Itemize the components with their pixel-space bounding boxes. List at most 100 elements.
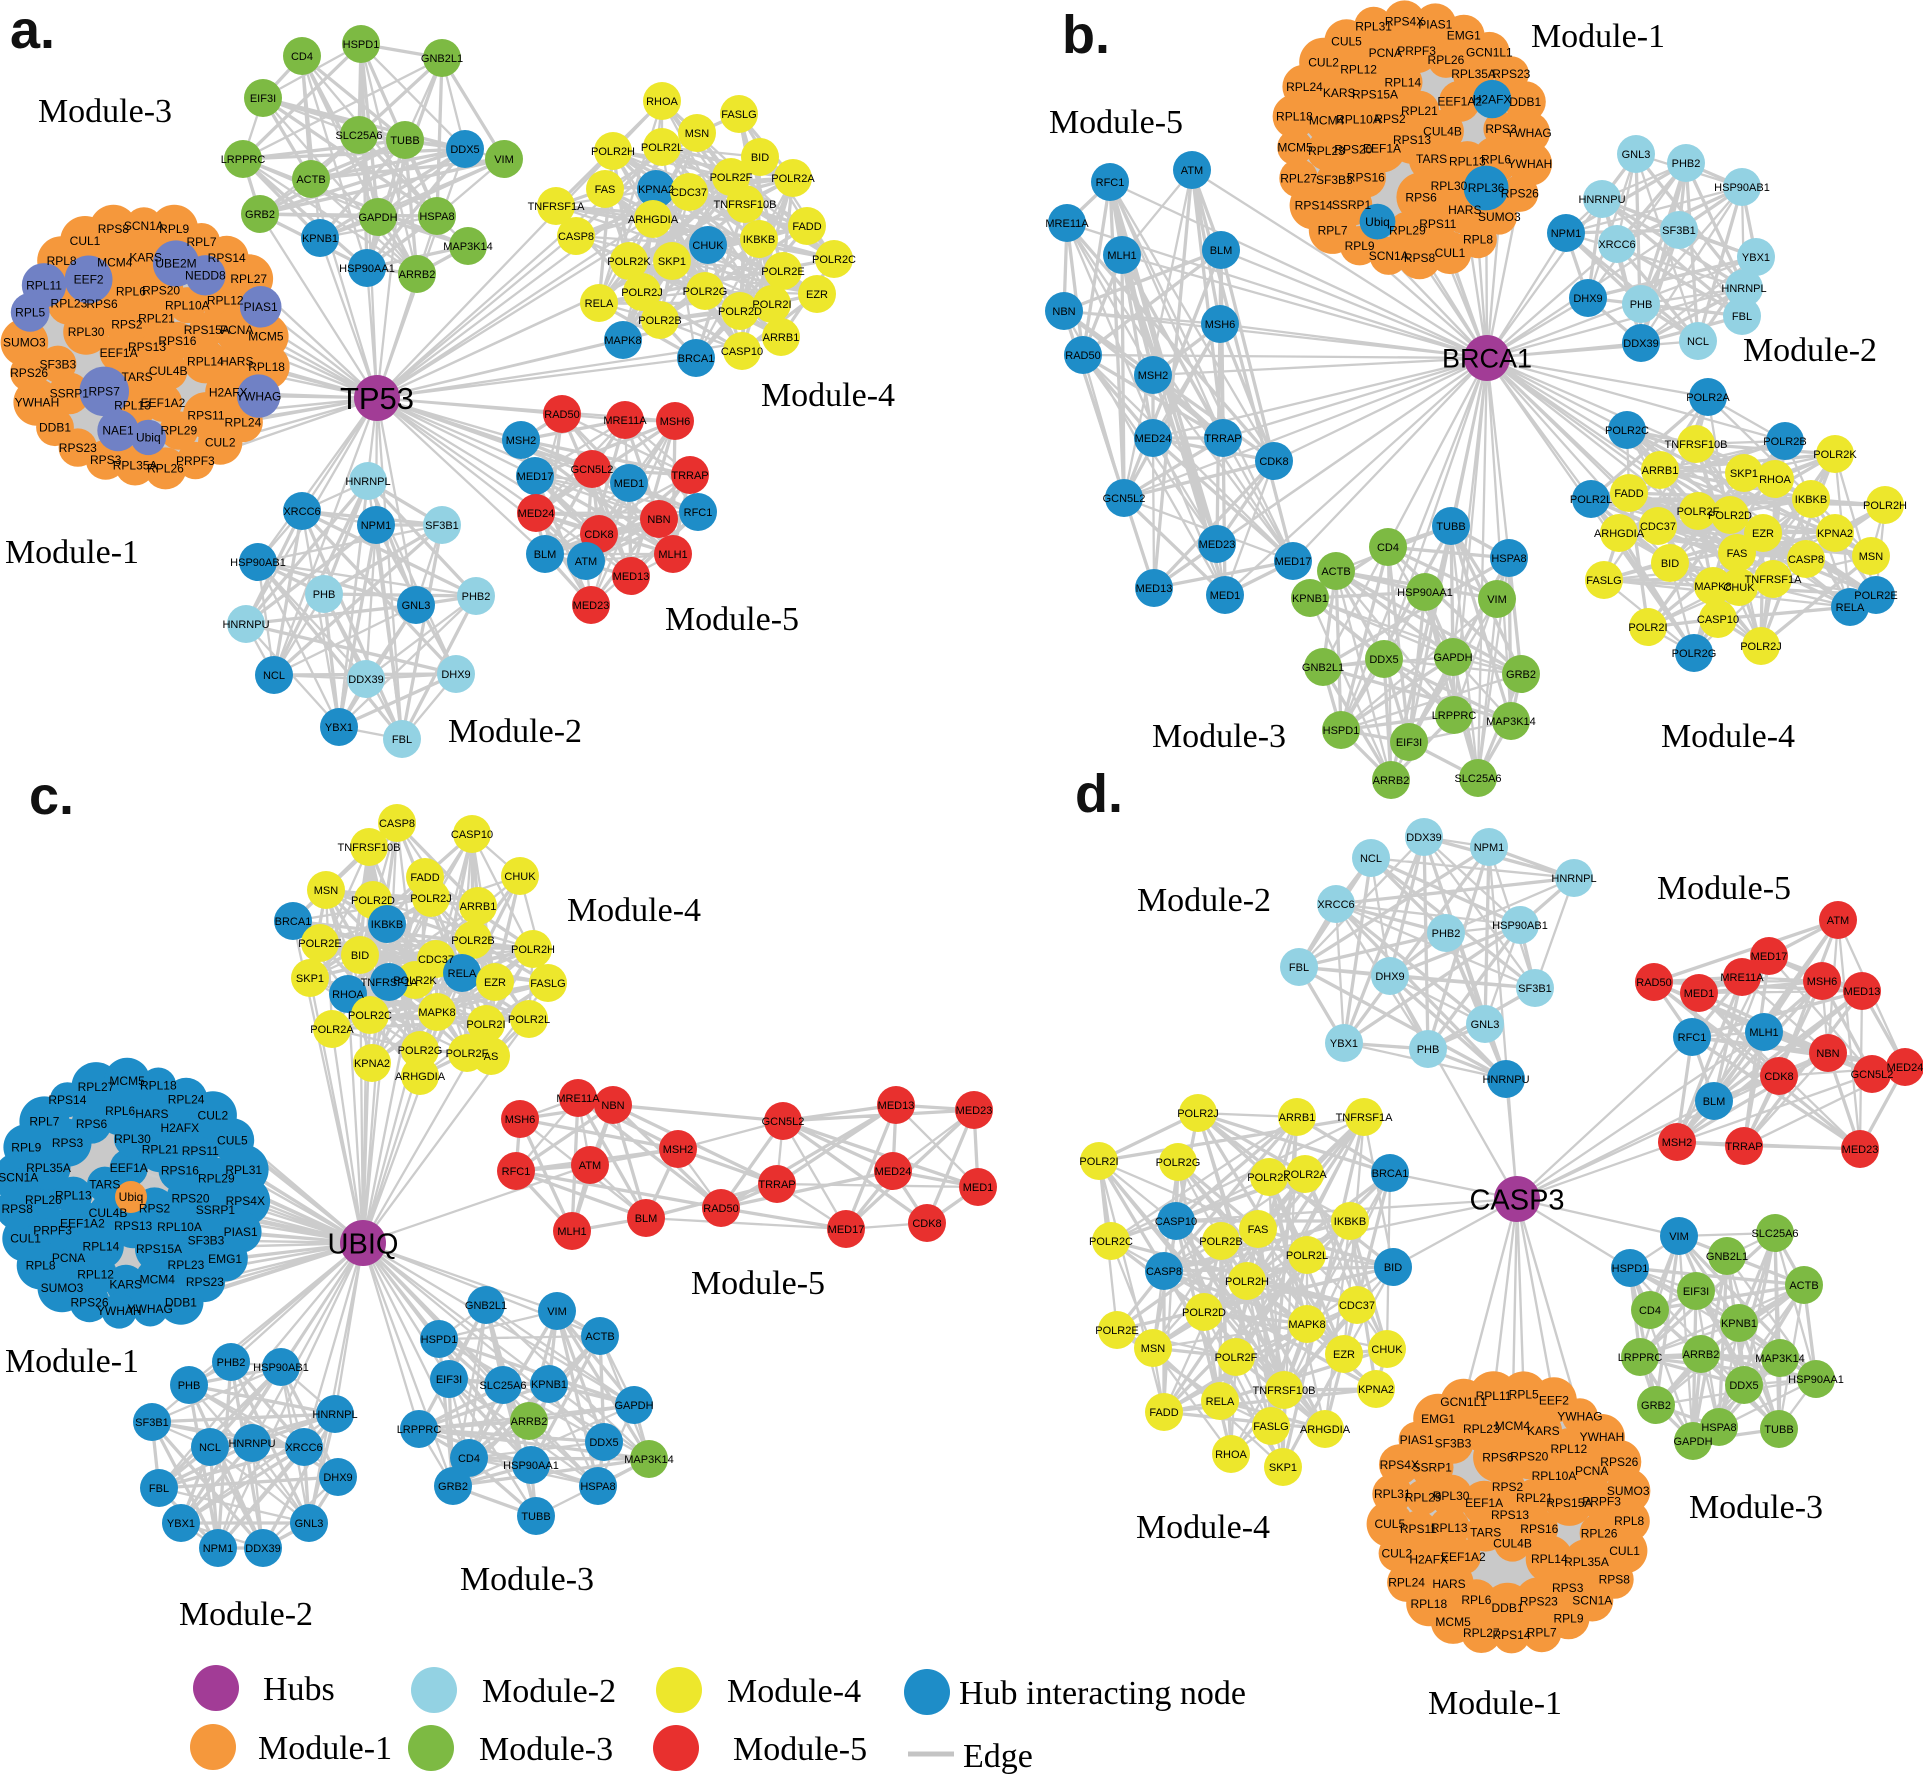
svg-text:MAP3K14: MAP3K14	[1486, 716, 1536, 728]
svg-text:LRPPRC: LRPPRC	[1432, 710, 1477, 722]
svg-text:RPS26: RPS26	[10, 366, 48, 380]
svg-text:RPS26: RPS26	[1600, 1455, 1638, 1469]
svg-text:SSRP1: SSRP1	[1413, 1460, 1453, 1474]
svg-text:RPL7: RPL7	[1527, 1626, 1557, 1640]
svg-text:TNFRSF10B: TNFRSF10B	[714, 199, 777, 211]
svg-text:CD4: CD4	[1377, 542, 1399, 554]
svg-text:EEF2: EEF2	[1539, 1393, 1569, 1407]
svg-text:RPL13: RPL13	[55, 1189, 92, 1203]
svg-text:Module-2: Module-2	[1137, 882, 1271, 919]
svg-text:RPS3: RPS3	[1485, 122, 1517, 136]
svg-text:HSP90AB1: HSP90AB1	[1492, 920, 1548, 932]
svg-text:Ubiq: Ubiq	[136, 431, 161, 445]
svg-text:RPL26: RPL26	[1428, 53, 1465, 67]
svg-text:POLR2A: POLR2A	[771, 173, 815, 185]
svg-text:BRCA1: BRCA1	[678, 353, 715, 365]
svg-text:FADD: FADD	[1149, 1407, 1178, 1419]
svg-text:RPL30: RPL30	[114, 1132, 151, 1146]
svg-text:CDC37: CDC37	[671, 187, 707, 199]
svg-text:PHB: PHB	[178, 1380, 201, 1392]
svg-text:CASP8: CASP8	[1146, 1266, 1182, 1278]
svg-text:RPL10A: RPL10A	[1532, 1469, 1577, 1483]
svg-text:RPS8: RPS8	[1404, 251, 1436, 265]
svg-text:HSPD1: HSPD1	[421, 1334, 458, 1346]
svg-text:GCN5L2: GCN5L2	[571, 464, 614, 476]
svg-text:SSRP1: SSRP1	[1332, 198, 1372, 212]
svg-text:SF3B3: SF3B3	[188, 1233, 225, 1247]
svg-text:HNRNPL: HNRNPL	[345, 476, 390, 488]
svg-text:RPS11: RPS11	[1419, 217, 1456, 231]
svg-text:HNRNPU: HNRNPU	[228, 1438, 275, 1450]
svg-text:EZR: EZR	[484, 977, 506, 989]
svg-text:EIF3I: EIF3I	[1683, 1286, 1709, 1298]
svg-text:c.: c.	[29, 766, 74, 826]
svg-text:RPS6: RPS6	[1482, 1451, 1514, 1465]
svg-text:YBX1: YBX1	[1330, 1038, 1358, 1050]
svg-text:RPL13: RPL13	[1431, 1521, 1468, 1535]
svg-text:SSRP1: SSRP1	[50, 387, 90, 401]
svg-text:SUMO3: SUMO3	[1478, 210, 1521, 224]
svg-text:XRCC6: XRCC6	[285, 1442, 322, 1454]
svg-text:NCL: NCL	[263, 670, 285, 682]
svg-text:RPS8: RPS8	[98, 222, 130, 236]
svg-text:Hubs: Hubs	[263, 1671, 335, 1708]
svg-text:HSPA8: HSPA8	[580, 1481, 615, 1493]
svg-text:POLR2K: POLR2K	[1247, 1172, 1291, 1184]
svg-text:RPS2: RPS2	[111, 318, 143, 332]
svg-text:ATM: ATM	[1181, 165, 1203, 177]
svg-text:SCN1A: SCN1A	[124, 219, 164, 233]
svg-text:MED23: MED23	[1842, 1144, 1879, 1156]
svg-text:MRE11A: MRE11A	[1720, 972, 1764, 984]
svg-text:Module-4: Module-4	[1661, 718, 1795, 755]
svg-text:RPS15A: RPS15A	[136, 1242, 182, 1256]
svg-text:MCM5: MCM5	[1277, 141, 1313, 155]
svg-text:RPS6: RPS6	[1405, 190, 1437, 204]
svg-text:NBN: NBN	[1052, 306, 1075, 318]
svg-text:MSH6: MSH6	[505, 1114, 536, 1126]
svg-text:CUL5: CUL5	[1374, 1517, 1405, 1531]
svg-text:EEF1A2: EEF1A2	[141, 396, 186, 410]
svg-text:GNL3: GNL3	[1471, 1019, 1500, 1031]
svg-text:PRPF3: PRPF3	[1397, 44, 1436, 58]
svg-text:XRCC6: XRCC6	[1317, 899, 1354, 911]
svg-text:CDC37: CDC37	[1339, 1300, 1375, 1312]
svg-text:SUMO3: SUMO3	[1607, 1484, 1650, 1498]
svg-text:RPS3: RPS3	[90, 453, 122, 467]
svg-text:SF3B3: SF3B3	[1435, 1437, 1472, 1451]
svg-text:EZR: EZR	[1752, 528, 1774, 540]
svg-text:TNFRSF1A: TNFRSF1A	[1336, 1112, 1394, 1124]
svg-text:FASLG: FASLG	[530, 978, 565, 990]
svg-text:DDB1: DDB1	[1491, 1601, 1523, 1615]
svg-text:MED13: MED13	[878, 1100, 915, 1112]
svg-text:MSH2: MSH2	[1662, 1137, 1693, 1149]
svg-text:RPL6: RPL6	[105, 1104, 135, 1118]
svg-text:FASLG: FASLG	[721, 109, 756, 121]
svg-text:TUBB: TUBB	[390, 135, 419, 147]
svg-text:MSH6: MSH6	[660, 416, 691, 428]
svg-text:RELA: RELA	[1206, 1396, 1235, 1408]
svg-text:POLR2E: POLR2E	[1854, 590, 1897, 602]
svg-text:RPL35A: RPL35A	[1451, 67, 1496, 81]
svg-text:DHX9: DHX9	[1375, 971, 1404, 983]
svg-text:CHUK: CHUK	[1371, 1344, 1403, 1356]
svg-text:FBL: FBL	[1289, 962, 1309, 974]
svg-text:RPL30: RPL30	[68, 325, 105, 339]
svg-text:HARS: HARS	[1432, 1577, 1465, 1591]
svg-text:MLH1: MLH1	[557, 1226, 586, 1238]
svg-text:SF3B1: SF3B1	[425, 520, 459, 532]
svg-text:RPS8: RPS8	[2, 1202, 34, 1216]
svg-text:POLR2F: POLR2F	[446, 1048, 489, 1060]
svg-text:CDK8: CDK8	[912, 1218, 941, 1230]
svg-text:POLR2C: POLR2C	[1605, 425, 1649, 437]
svg-text:SLC25A6: SLC25A6	[335, 130, 382, 142]
svg-text:RPS13: RPS13	[1491, 1508, 1529, 1522]
svg-text:SF3B1: SF3B1	[1662, 225, 1696, 237]
svg-text:MCM5: MCM5	[109, 1074, 145, 1088]
svg-text:POLR2C: POLR2C	[1089, 1236, 1133, 1248]
svg-text:H2AFX: H2AFX	[209, 386, 248, 400]
svg-text:VIM: VIM	[1487, 594, 1507, 606]
svg-text:Module-5: Module-5	[691, 1265, 825, 1302]
svg-text:CDC37: CDC37	[418, 954, 454, 966]
svg-text:RPL23: RPL23	[168, 1258, 205, 1272]
svg-text:CASP10: CASP10	[721, 346, 763, 358]
